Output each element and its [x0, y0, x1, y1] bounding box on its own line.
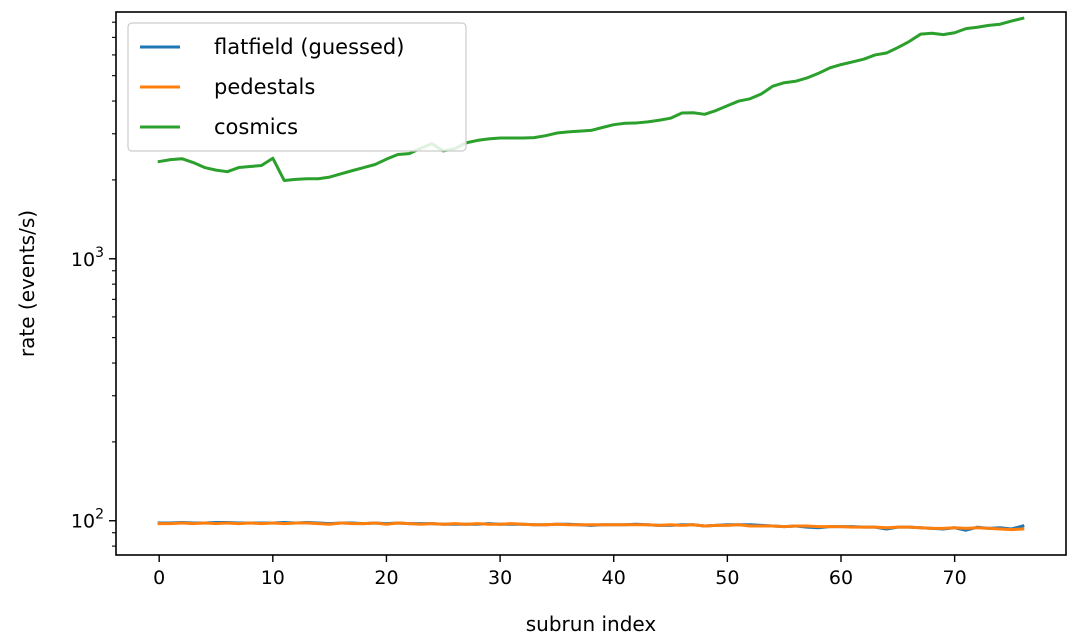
y-tick-label-base: 10: [71, 511, 95, 533]
x-tick-label: 30: [488, 567, 512, 589]
y-tick-label-exponent: 2: [95, 507, 104, 523]
series-line-pedestals: [157, 521, 1025, 532]
legend-label-cosmics: cosmics: [214, 115, 298, 139]
y-tick-label: 102: [71, 507, 104, 533]
x-tick-label: 10: [261, 567, 285, 589]
y-tick-label-exponent: 3: [95, 245, 104, 261]
legend-label-pedestals: pedestals: [214, 75, 315, 99]
legend-box: [127, 22, 467, 152]
x-axis: 0 10 20 30 40 50 60 70: [153, 555, 967, 589]
x-tick-label: 50: [715, 567, 739, 589]
x-tick-label: 70: [943, 567, 967, 589]
x-tick-label: 60: [829, 567, 853, 589]
y-tick-label: 103: [71, 245, 104, 271]
x-tick-label: 40: [602, 567, 626, 589]
legend: flatfield (guessed) pedestals cosmics: [127, 22, 467, 152]
x-tick-label: 20: [374, 567, 398, 589]
axes-frame: [115, 11, 1067, 556]
legend-label-flatfield-guessed: flatfield (guessed): [214, 35, 404, 59]
series-layer: [157, 16, 1025, 532]
series-line-cosmics: [157, 16, 1025, 182]
y-axis-label: rate (events/s): [15, 210, 39, 357]
x-axis-label: subrun index: [526, 612, 657, 636]
x-tick-label: 0: [153, 567, 165, 589]
y-tick-label-base: 10: [71, 249, 95, 271]
